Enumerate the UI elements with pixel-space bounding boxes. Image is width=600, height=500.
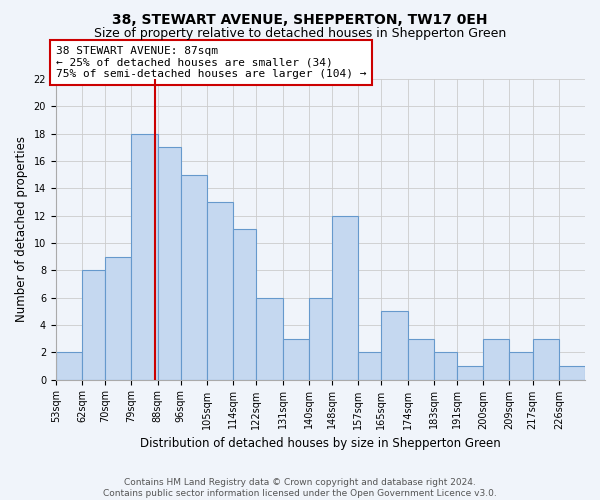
X-axis label: Distribution of detached houses by size in Shepperton Green: Distribution of detached houses by size … <box>140 437 501 450</box>
Bar <box>207 202 233 380</box>
Bar <box>82 270 105 380</box>
Bar <box>256 298 283 380</box>
Bar <box>358 352 382 380</box>
Text: Size of property relative to detached houses in Shepperton Green: Size of property relative to detached ho… <box>94 28 506 40</box>
Bar <box>309 298 332 380</box>
Bar <box>434 352 457 380</box>
Bar <box>131 134 158 380</box>
Bar <box>283 338 309 380</box>
Bar <box>407 338 434 380</box>
Bar <box>509 352 533 380</box>
Bar <box>158 148 181 380</box>
Bar <box>332 216 358 380</box>
Text: Contains HM Land Registry data © Crown copyright and database right 2024.
Contai: Contains HM Land Registry data © Crown c… <box>103 478 497 498</box>
Text: 38, STEWART AVENUE, SHEPPERTON, TW17 0EH: 38, STEWART AVENUE, SHEPPERTON, TW17 0EH <box>112 12 488 26</box>
Bar <box>382 312 407 380</box>
Bar <box>483 338 509 380</box>
Bar <box>559 366 585 380</box>
Bar <box>56 352 82 380</box>
Y-axis label: Number of detached properties: Number of detached properties <box>15 136 28 322</box>
Bar <box>233 230 256 380</box>
Text: 38 STEWART AVENUE: 87sqm
← 25% of detached houses are smaller (34)
75% of semi-d: 38 STEWART AVENUE: 87sqm ← 25% of detach… <box>56 46 366 79</box>
Bar <box>533 338 559 380</box>
Bar <box>457 366 483 380</box>
Bar <box>181 174 207 380</box>
Bar <box>105 256 131 380</box>
